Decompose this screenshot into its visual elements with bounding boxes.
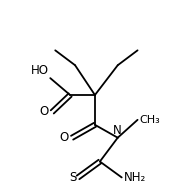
Text: O: O: [59, 131, 69, 144]
Text: NH₂: NH₂: [123, 171, 146, 184]
Text: HO: HO: [31, 64, 49, 77]
Text: O: O: [40, 105, 49, 118]
Text: CH₃: CH₃: [139, 115, 160, 125]
Text: S: S: [69, 171, 76, 184]
Text: N: N: [113, 124, 122, 137]
